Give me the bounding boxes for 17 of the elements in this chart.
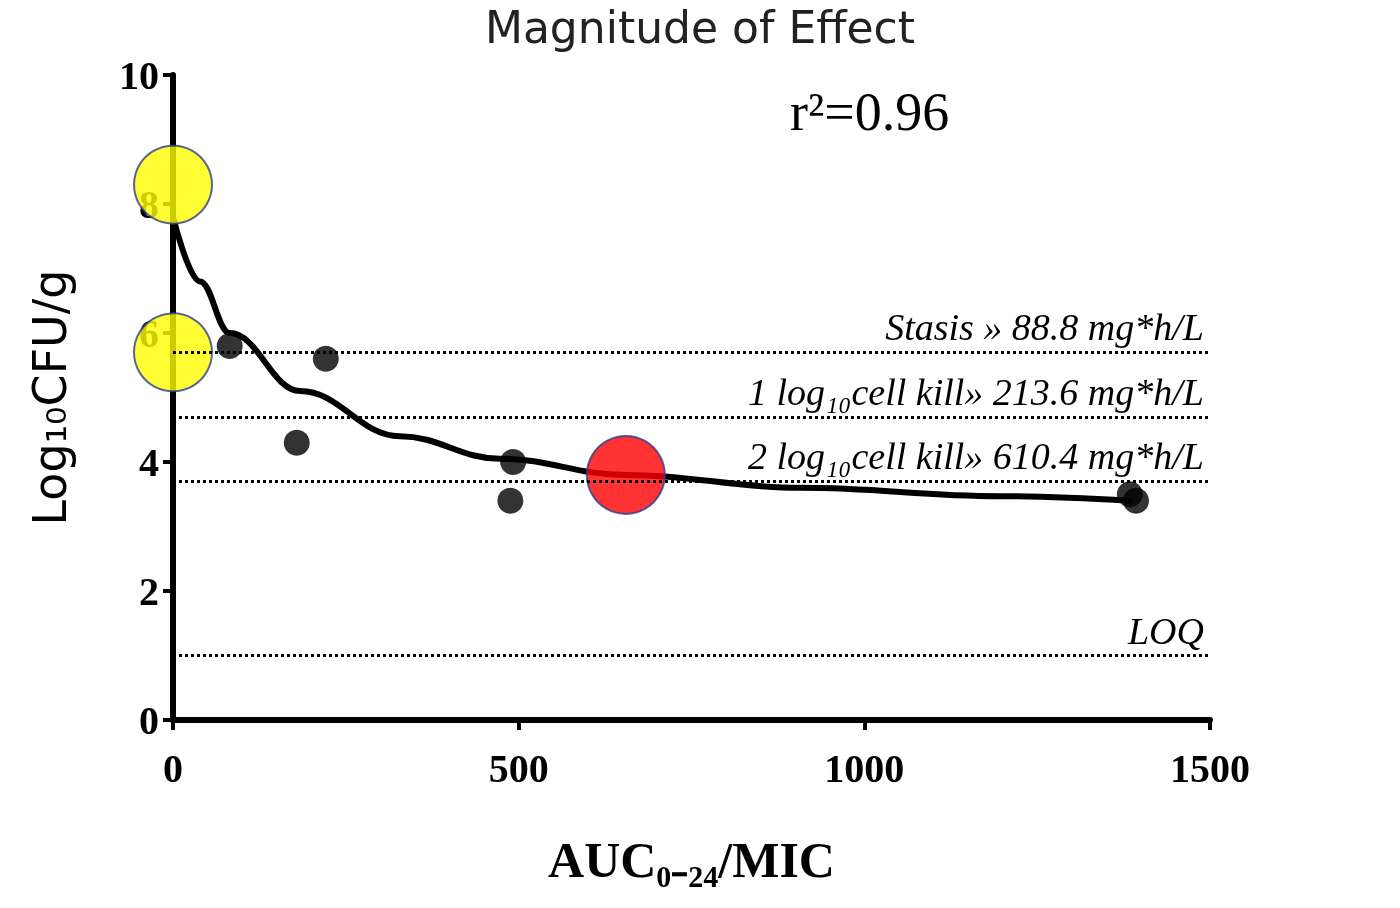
y-tick-label: 0 [139,697,159,743]
y-tick-label: 4 [139,439,159,485]
ref-line-label: 2 log₁₀cell kill» 610.4 mg*h/L [748,435,1204,478]
y-tick-label: 6 [139,310,159,356]
x-tick-label: 1000 [824,745,905,791]
y-axis-title: Log₁₀CFU/g [23,269,77,526]
ref-line-label: Stasis » 88.8 mg*h/L [885,306,1204,349]
ref-line-label: LOQ [1126,609,1204,652]
x-tick-label: 1500 [1170,745,1250,791]
x-axis-title: AUC₀₋₂₄/MIC [548,832,835,888]
y-tick-label: 10 [119,52,159,98]
chart-title: Magnitude of Effect [484,1,916,53]
annotation: r²=0.96 [790,82,950,142]
x-tick-label: 500 [488,745,549,791]
ref-line-label: 1 log₁₀cell kill» 213.6 mg*h/L [748,370,1204,413]
y-tick-label: 2 [139,568,159,614]
y-tick-label: 8 [139,181,159,227]
